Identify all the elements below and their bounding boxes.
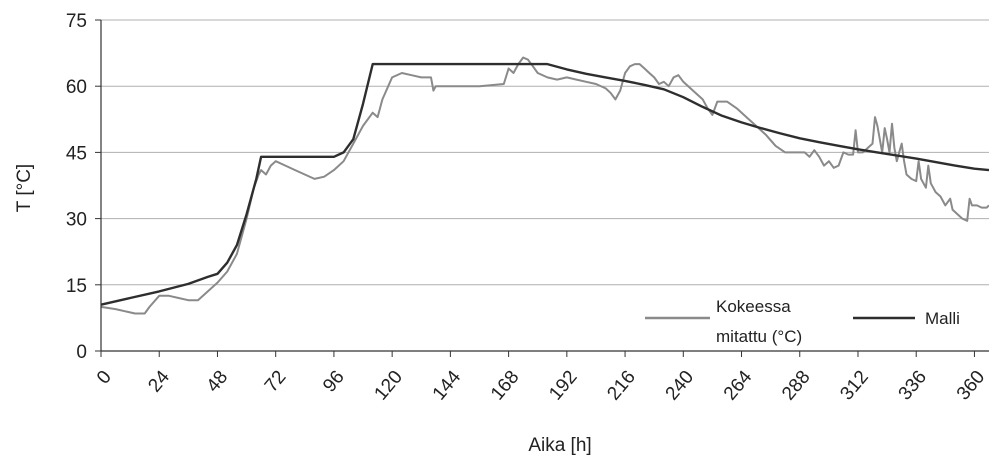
y-tick-label-45: 45 xyxy=(66,143,87,164)
x-tick-label-192: 192 xyxy=(545,367,581,405)
x-tick-label-120: 120 xyxy=(371,367,407,405)
x-tick-label-312: 312 xyxy=(836,367,872,405)
axes xyxy=(95,19,989,357)
series-line-model xyxy=(100,62,989,306)
x-tick-label-144: 144 xyxy=(429,366,466,404)
tick-labels: 0 15 30 45 60 75 0 24 48 72 96 120 144 168 192 216 240 26… xyxy=(66,11,989,404)
x-tick-label-336: 336 xyxy=(895,367,931,405)
x-tick-label-48: 48 xyxy=(203,367,233,397)
y-tick-label-60: 60 xyxy=(66,77,87,98)
x-axis-label: Aika [h] xyxy=(528,435,591,456)
x-tick-label-216: 216 xyxy=(603,367,639,405)
y-tick-label-15: 15 xyxy=(66,276,87,297)
legend-label-model: Malli xyxy=(925,309,960,328)
legend: Kokeessa mitattu (°C) Malli xyxy=(645,297,960,346)
x-tick-label-288: 288 xyxy=(778,367,814,405)
x-tick-label-360: 360 xyxy=(953,367,989,405)
legend-label-measured-line1: Kokeessa xyxy=(716,297,791,316)
y-axis-label: T [°C] xyxy=(14,164,35,212)
x-tick-label-264: 264 xyxy=(720,366,757,404)
legend-label-measured-line2: mitattu (°C) xyxy=(716,327,802,346)
series-line-measured xyxy=(100,56,989,315)
grid-lines xyxy=(101,19,989,286)
x-tick-label-168: 168 xyxy=(487,367,523,405)
x-tick-label-240: 240 xyxy=(662,367,698,405)
x-tick-label-0: 0 xyxy=(93,367,116,389)
x-tick-label-96: 96 xyxy=(319,367,349,397)
y-tick-label-0: 0 xyxy=(76,342,87,363)
x-tick-label-72: 72 xyxy=(261,367,291,397)
x-tick-label-24: 24 xyxy=(144,366,174,396)
series-layer xyxy=(100,56,989,315)
y-tick-label-30: 30 xyxy=(66,210,87,231)
y-tick-label-75: 75 xyxy=(66,11,87,32)
